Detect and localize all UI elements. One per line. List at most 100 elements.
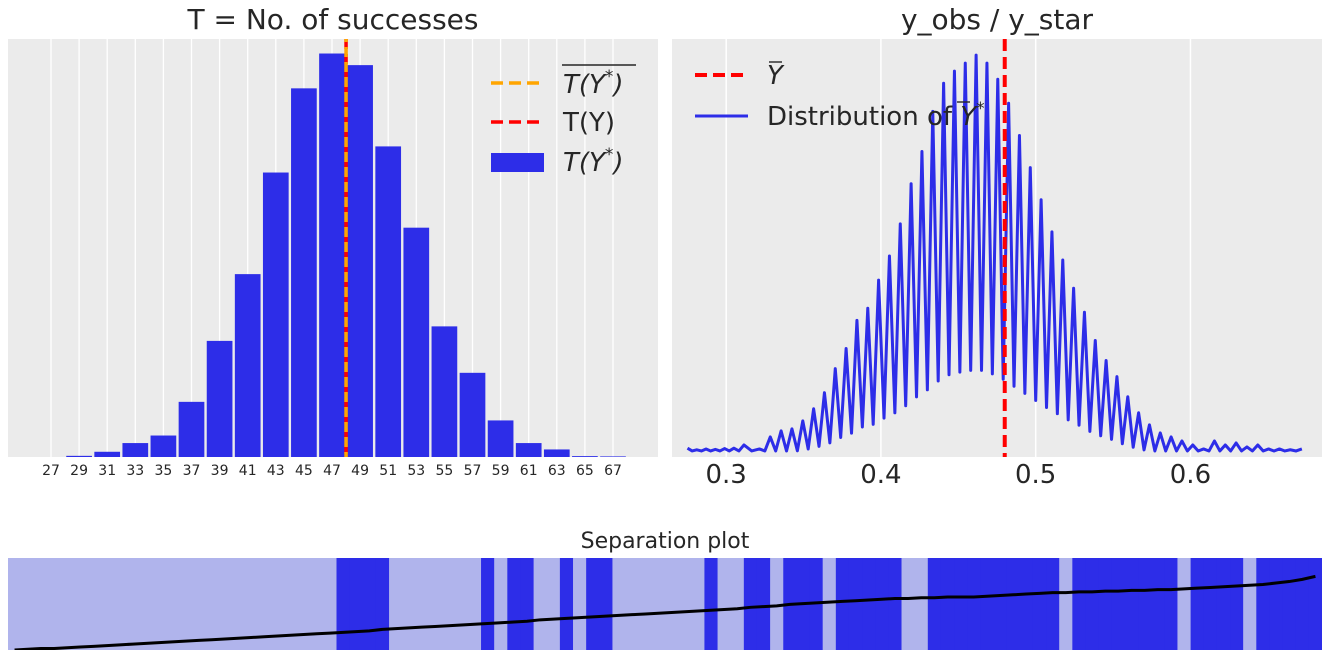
histogram-tick-label: 51 (379, 463, 397, 479)
histogram-bar (319, 53, 345, 457)
separation-band (1243, 558, 1257, 650)
separation-band (546, 558, 561, 650)
separation-band (927, 558, 942, 650)
separation-band (691, 558, 706, 650)
separation-band (1098, 558, 1113, 650)
separation-band (1072, 558, 1087, 650)
separation-band (152, 558, 167, 650)
separation-band (139, 558, 154, 650)
histogram-tick-label: 55 (435, 463, 453, 479)
separation-band (533, 558, 548, 650)
separation-band (481, 558, 495, 650)
separation-band (1124, 558, 1139, 650)
histogram-bar (487, 420, 514, 457)
separation-band (323, 558, 338, 650)
histogram-bar (543, 449, 570, 457)
separation-band (1256, 558, 1271, 650)
separation-band (441, 558, 456, 650)
separation-band (665, 558, 679, 650)
separation-band (704, 558, 719, 650)
separation-band (1269, 558, 1284, 650)
histogram-bar (459, 372, 486, 457)
separation-band (389, 558, 403, 650)
separation-band (1006, 558, 1021, 650)
separation-band (967, 558, 981, 650)
separation-band (1308, 558, 1322, 650)
histogram-bar (66, 455, 92, 457)
histogram-bar (262, 172, 289, 457)
separation-band (901, 558, 916, 650)
separation-band (1295, 558, 1310, 650)
histogram-tick-label: 63 (548, 463, 566, 479)
histogram-bar (150, 435, 177, 457)
separation-band (349, 558, 364, 650)
separation-band (428, 558, 443, 650)
separation-band (1203, 558, 1218, 650)
separation-band (1151, 558, 1165, 650)
separation-band (717, 558, 732, 650)
separation-band (1111, 558, 1126, 650)
histogram-tick-label: 43 (267, 463, 285, 479)
separation-band (743, 558, 758, 650)
separation-band (1177, 558, 1192, 650)
histogram-bar (122, 443, 149, 457)
separation-band (914, 558, 929, 650)
histogram-tick-label: 33 (126, 463, 144, 479)
histogram-tick-label: 37 (183, 463, 201, 479)
separation-band (454, 558, 469, 650)
histogram-tick-label: 47 (323, 463, 341, 479)
histogram-bar (515, 443, 542, 457)
separation-band (756, 558, 771, 650)
density-panel: y_obs / y_star 0.3 0.4 0.5 0.6 Y Distributi… (672, 3, 1322, 490)
separation-band (586, 558, 600, 650)
histogram-tick-label: 53 (407, 463, 425, 479)
separation-band (494, 558, 508, 650)
density-tick-label: 0.5 (1015, 460, 1056, 490)
separation-band (178, 558, 193, 650)
separation-band (625, 558, 640, 650)
separation-band (73, 558, 88, 650)
separation-band (244, 558, 259, 650)
histogram-bar (291, 88, 317, 457)
separation-band (1059, 558, 1073, 650)
separation-band (191, 558, 206, 650)
separation-bands (8, 558, 1322, 650)
separation-band (336, 558, 351, 650)
separation-band (573, 558, 587, 650)
separation-band (1230, 558, 1244, 650)
separation-band (770, 558, 784, 650)
density-tick-label: 0.6 (1170, 460, 1211, 490)
separation-band (218, 558, 232, 650)
histogram-tick-label: 39 (211, 463, 229, 479)
separation-panel: Separation plot (8, 529, 1322, 650)
separation-band (875, 558, 889, 650)
separation-band (940, 558, 955, 650)
histogram-tick-label: 57 (464, 463, 482, 479)
legend-mean-label: T(Y*) (563, 67, 624, 100)
separation-band (862, 558, 876, 650)
legend-observed-label: T(Y) (562, 108, 615, 138)
histogram-tick-label: 61 (520, 463, 538, 479)
separation-band (297, 558, 311, 650)
separation-band (415, 558, 430, 650)
histogram-tick-label: 65 (576, 463, 594, 479)
histogram-tick-label: 67 (604, 463, 622, 479)
separation-band (888, 558, 903, 650)
histogram-tick-label: 27 (42, 463, 60, 479)
histogram-panel: T = No. of successes 27 29 31 33 35 37 39 41 43 4… (8, 3, 658, 479)
separation-band (848, 558, 863, 650)
separation-band (559, 558, 574, 650)
legend-bar-label: T(Y*) (563, 145, 624, 178)
histogram-tick-label: 31 (98, 463, 116, 479)
separation-band (1032, 558, 1047, 650)
histogram-title: T = No. of successes (187, 3, 479, 36)
separation-band (507, 558, 522, 650)
histogram-x-ticks: 27 29 31 33 35 37 39 41 43 45 47 49 51 53 55 57 59 61 63 65… (42, 463, 622, 479)
separation-band (467, 558, 482, 650)
separation-band (362, 558, 377, 650)
histogram-bar (234, 274, 261, 457)
histogram-bar (178, 401, 205, 457)
separation-band (1046, 558, 1060, 650)
density-tick-label: 0.4 (860, 460, 901, 490)
